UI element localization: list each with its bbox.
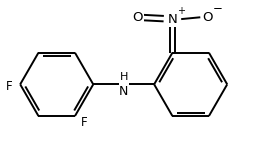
Text: O: O bbox=[202, 11, 212, 24]
Text: −: − bbox=[213, 2, 223, 15]
Text: +: + bbox=[177, 6, 185, 16]
Text: O: O bbox=[133, 11, 143, 24]
Text: N: N bbox=[167, 13, 177, 26]
Text: F: F bbox=[80, 116, 87, 129]
Text: F: F bbox=[6, 80, 13, 93]
Text: N: N bbox=[119, 85, 128, 98]
Text: H: H bbox=[119, 72, 128, 82]
